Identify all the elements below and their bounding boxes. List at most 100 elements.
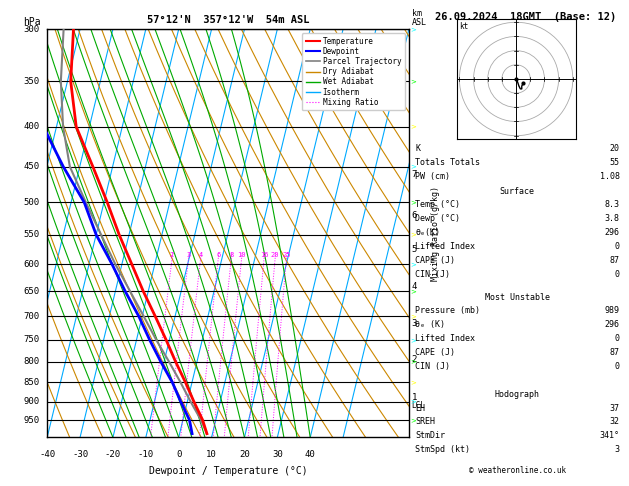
Text: 4: 4 (199, 253, 203, 259)
Legend: Temperature, Dewpoint, Parcel Trajectory, Dry Adiabat, Wet Adiabat, Isotherm, Mi: Temperature, Dewpoint, Parcel Trajectory… (302, 33, 405, 110)
Text: PW (cm): PW (cm) (415, 172, 450, 181)
Text: 40: 40 (305, 450, 316, 459)
Text: 0: 0 (615, 362, 620, 371)
Text: >: > (410, 124, 416, 130)
Text: >: > (410, 337, 416, 343)
Text: km
ASL: km ASL (412, 9, 427, 27)
Text: 989: 989 (604, 307, 620, 315)
Text: 26.09.2024  18GMT  (Base: 12): 26.09.2024 18GMT (Base: 12) (435, 12, 616, 22)
Text: -20: -20 (105, 450, 121, 459)
Text: 0: 0 (615, 334, 620, 343)
Text: >: > (410, 261, 416, 267)
Text: 3: 3 (615, 445, 620, 454)
Text: 700: 700 (23, 312, 39, 321)
Text: 850: 850 (23, 378, 39, 387)
Text: -30: -30 (72, 450, 88, 459)
Text: 30: 30 (272, 450, 282, 459)
Text: >: > (410, 288, 416, 295)
Text: K: K (415, 144, 420, 154)
Text: 4: 4 (412, 281, 417, 291)
Text: 6: 6 (216, 253, 220, 259)
Text: 3.8: 3.8 (604, 214, 620, 224)
Text: Mixing Ratio (g/kg): Mixing Ratio (g/kg) (431, 186, 440, 281)
Text: LCL: LCL (412, 401, 426, 410)
Text: 350: 350 (23, 77, 39, 86)
Text: 2: 2 (412, 355, 417, 364)
Text: 20: 20 (610, 144, 620, 154)
Text: Pressure (mb): Pressure (mb) (415, 307, 480, 315)
Text: Dewpoint / Temperature (°C): Dewpoint / Temperature (°C) (148, 466, 308, 476)
Text: 55: 55 (610, 158, 620, 167)
Text: SREH: SREH (415, 417, 435, 427)
Text: Dewp (°C): Dewp (°C) (415, 214, 460, 224)
Text: kt: kt (459, 22, 469, 31)
Text: CAPE (J): CAPE (J) (415, 256, 455, 265)
Text: Hodograph: Hodograph (495, 390, 540, 399)
Text: CAPE (J): CAPE (J) (415, 348, 455, 357)
Text: 0: 0 (615, 242, 620, 251)
Text: 37: 37 (610, 403, 620, 413)
Text: StmSpd (kt): StmSpd (kt) (415, 445, 470, 454)
Text: Lifted Index: Lifted Index (415, 242, 475, 251)
Text: -10: -10 (138, 450, 154, 459)
Text: >: > (410, 232, 416, 238)
Text: θₑ (K): θₑ (K) (415, 320, 445, 330)
Text: >: > (410, 199, 416, 206)
Text: θₑ(K): θₑ(K) (415, 228, 440, 237)
Text: 8.3: 8.3 (604, 200, 620, 209)
Text: 0: 0 (615, 270, 620, 279)
Text: 500: 500 (23, 198, 39, 207)
Text: >: > (410, 417, 416, 423)
Text: Lifted Index: Lifted Index (415, 334, 475, 343)
Text: >: > (410, 399, 416, 405)
Text: 600: 600 (23, 260, 39, 269)
Text: >: > (410, 359, 416, 364)
Text: -40: -40 (39, 450, 55, 459)
Text: 296: 296 (604, 228, 620, 237)
Text: 0: 0 (176, 450, 181, 459)
Text: 87: 87 (610, 256, 620, 265)
Text: 450: 450 (23, 162, 39, 171)
Text: 7: 7 (412, 170, 417, 178)
Text: 400: 400 (23, 122, 39, 131)
Text: 16: 16 (260, 253, 269, 259)
Text: 341°: 341° (599, 432, 620, 440)
Text: 900: 900 (23, 397, 39, 406)
Text: hPa: hPa (23, 17, 41, 27)
Text: 32: 32 (610, 417, 620, 427)
Text: 10: 10 (237, 253, 246, 259)
Text: 20: 20 (239, 450, 250, 459)
Text: >: > (410, 379, 416, 385)
Text: 296: 296 (604, 320, 620, 330)
Text: 10: 10 (206, 450, 217, 459)
Text: >: > (410, 313, 416, 319)
Text: EH: EH (415, 403, 425, 413)
Text: 87: 87 (610, 348, 620, 357)
Text: 8: 8 (229, 253, 233, 259)
Text: Temp (°C): Temp (°C) (415, 200, 460, 209)
Text: 750: 750 (23, 335, 39, 345)
Text: 6: 6 (412, 211, 417, 220)
Text: 300: 300 (23, 25, 39, 34)
Text: 1: 1 (412, 393, 417, 402)
Text: 1.08: 1.08 (599, 172, 620, 181)
Text: 650: 650 (23, 287, 39, 296)
Text: 950: 950 (23, 416, 39, 424)
Text: StmDir: StmDir (415, 432, 445, 440)
Text: 25: 25 (282, 253, 291, 259)
Text: 5: 5 (412, 245, 417, 254)
Text: >: > (410, 26, 416, 32)
Text: 800: 800 (23, 357, 39, 366)
Text: >: > (410, 78, 416, 85)
Text: Totals Totals: Totals Totals (415, 158, 480, 167)
Text: 3: 3 (412, 319, 417, 328)
Text: 3: 3 (186, 253, 191, 259)
Text: © weatheronline.co.uk: © weatheronline.co.uk (469, 466, 566, 475)
Text: 550: 550 (23, 230, 39, 239)
Text: >: > (410, 164, 416, 170)
Text: Surface: Surface (500, 187, 535, 196)
Text: 57°12'N  357°12'W  54m ASL: 57°12'N 357°12'W 54m ASL (147, 15, 309, 25)
Text: CIN (J): CIN (J) (415, 362, 450, 371)
Text: 2: 2 (170, 253, 174, 259)
Text: 20: 20 (271, 253, 279, 259)
